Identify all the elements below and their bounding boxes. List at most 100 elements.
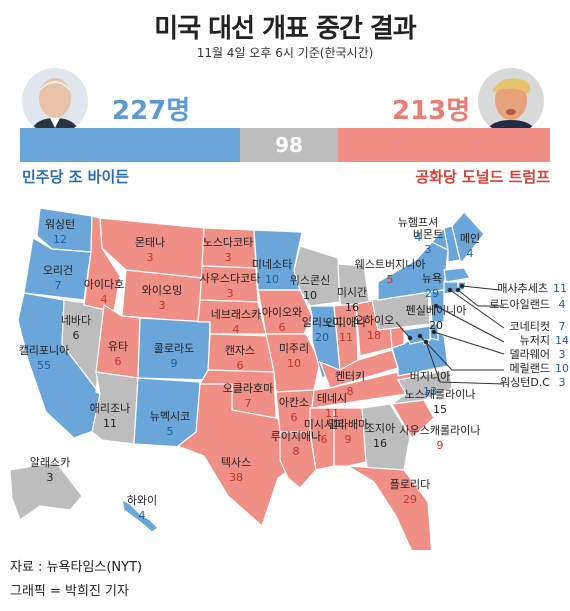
state-label-or: 오리건 7 [43, 264, 73, 292]
leader-dot [459, 283, 465, 289]
state-name: 웨스트버지니아 [355, 258, 426, 271]
state-label-mo: 미주리 10 [279, 342, 309, 370]
state-votes: 6 [115, 355, 122, 368]
state-label-mn: 미네소타 10 [252, 258, 292, 286]
state-votes: 10 [265, 273, 279, 286]
state-votes: 6 [237, 359, 244, 372]
state-label-wy: 와이오밍 3 [142, 284, 182, 312]
state-votes: 14 [555, 334, 569, 347]
state-name: 조지아 [365, 422, 395, 435]
us-electoral-map: 워싱턴12오리건7캘리포니아55네바다6아이다호4몬태나3와이오밍3유타6콜로라… [9, 207, 569, 550]
state-votes: 3 [225, 251, 232, 264]
leader-dot [433, 303, 439, 309]
state-name: 노스다코타 [203, 236, 254, 249]
state-name: 사우스캐롤라이나 [400, 424, 481, 437]
state-ia [257, 289, 313, 335]
state-label-nh: 뉴햄프셔 4 [398, 216, 438, 244]
state-name: 네바다 [61, 314, 91, 327]
state-fl [347, 465, 433, 550]
state-votes: 11 [339, 331, 353, 344]
state-votes: 8 [293, 445, 300, 458]
state-ma [443, 267, 471, 283]
state-name: 테네시 [317, 392, 347, 405]
state-votes: 20 [315, 331, 329, 344]
state-label-ks: 캔자스 6 [225, 344, 255, 372]
state-al [333, 407, 367, 467]
rep-electoral-votes: 213명 [392, 96, 471, 126]
state-votes: 3 [559, 376, 566, 389]
state-votes: 11 [103, 417, 117, 430]
state-name: 콜로라도 [154, 342, 194, 355]
leader-line [419, 335, 504, 371]
state-votes: 6 [279, 321, 286, 334]
state-label-ms: 미시시피 6 [304, 418, 344, 446]
state-label-ok: 오클라호마 7 [223, 382, 274, 410]
state-name: 버지니아 [410, 370, 450, 383]
state-name: 유타 [108, 340, 128, 353]
state-votes: 3 [425, 243, 432, 256]
state-votes: 9 [171, 357, 178, 370]
state-label-wi: 위스콘신 10 [290, 274, 330, 302]
state-name: 일리노이 [302, 315, 342, 329]
leader-dot [417, 333, 423, 339]
leader-line [457, 289, 504, 307]
state-ak [9, 461, 83, 521]
state-label-nm: 뉴멕시코 5 [150, 410, 190, 438]
state-votes: 38 [229, 471, 243, 484]
state-votes: 11 [325, 407, 339, 420]
state-votes: 4 [233, 323, 240, 336]
state-name: 미시간 [337, 286, 367, 299]
state-me [451, 211, 485, 263]
leader-line [395, 321, 411, 339]
state-hi [121, 498, 159, 533]
state-name: 플로리다 [390, 478, 430, 491]
state-name: 뉴멕시코 [150, 410, 190, 423]
leader-dot [455, 287, 461, 293]
state-ms [309, 407, 335, 471]
state-name: 위스콘신 [290, 274, 330, 287]
state-label-ca: 캘리포니아 55 [19, 344, 70, 372]
state-votes: 15 [433, 403, 447, 416]
leader-line [461, 285, 501, 291]
state-votes: 5 [167, 425, 174, 438]
state-tx [176, 383, 305, 528]
state-name: 인디애나 [326, 316, 366, 329]
state-label-dc: 워싱턴D.C 3 [500, 376, 566, 389]
state-name: 네브래스카 [211, 308, 262, 321]
state-name: 알래스카 [30, 455, 70, 469]
state-votes: 5 [387, 273, 394, 286]
state-label-vt: 버몬트 3 [413, 228, 443, 256]
state-nh [443, 225, 461, 263]
state-name: 켄터키 [335, 370, 365, 383]
state-label-id: 아이다호 4 [84, 278, 124, 306]
state-name: 미시시피 [304, 418, 344, 431]
state-votes: 6 [291, 411, 298, 424]
state-votes: 4 [139, 509, 146, 522]
state-label-mi: 미시간 16 [337, 286, 367, 314]
state-name: 와이오밍 [142, 284, 182, 297]
state-label-al: 앨라배마 9 [328, 418, 368, 446]
state-votes: 10 [303, 289, 317, 302]
state-votes: 3 [47, 471, 54, 484]
state-label-ma: 매사추세츠 11 [497, 282, 567, 295]
source-note: 자료 : 뉴욕타임스(NYT) [10, 560, 143, 575]
state-label-az: 애리조나 11 [90, 402, 130, 430]
leader-line [433, 331, 505, 355]
state-label-nj: 뉴저지 14 [520, 334, 569, 347]
state-name: 앨라배마 [328, 418, 368, 431]
page-title: 미국 대선 개표 중간 결과 [154, 14, 416, 44]
state-label-ny: 뉴욕 29 [422, 272, 442, 300]
state-votes: 4 [101, 293, 108, 306]
state-label-de: 델라웨어 3 [510, 348, 566, 361]
state-name: 아칸소 [279, 396, 309, 409]
state-label-mt: 몬태나 3 [135, 236, 165, 264]
state-name: 사우스다코타 [200, 272, 261, 285]
state-label-oh: 오하이오 18 [354, 313, 394, 342]
state-name: 오클라호마 [223, 382, 274, 395]
state-name: 하와이 [127, 493, 157, 507]
state-name: 미네소타 [252, 258, 292, 271]
state-label-ct: 코네티컷 7 [510, 320, 566, 333]
state-label-ga: 조지아 16 [365, 422, 395, 450]
state-votes: 4 [559, 298, 566, 311]
state-votes: 8 [347, 385, 354, 398]
